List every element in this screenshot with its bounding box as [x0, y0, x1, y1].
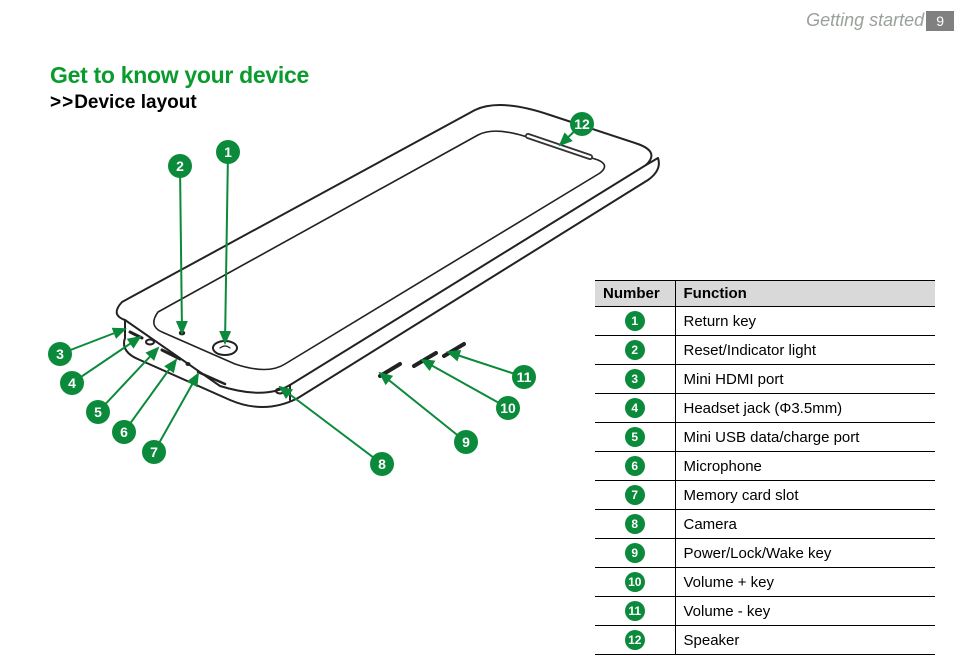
legend-number-cell: 10: [595, 568, 675, 597]
section-label: Getting started: [806, 10, 924, 31]
table-row: 12 Speaker: [595, 626, 935, 655]
legend-number-cell: 11: [595, 597, 675, 626]
callout-marker-1: 1: [216, 140, 240, 164]
page-number: 9: [926, 11, 954, 31]
page-header: Getting started 9: [806, 10, 954, 31]
legend-function-cell: Headset jack (Φ3.5mm): [675, 394, 935, 423]
callout-marker-5: 5: [86, 400, 110, 424]
callout-marker-4: 4: [60, 371, 84, 395]
callout-marker-7: 7: [142, 440, 166, 464]
legend-function-cell: Volume - key: [675, 597, 935, 626]
legend-function-cell: Return key: [675, 307, 935, 336]
callout-lines-svg: [30, 80, 660, 530]
callout-marker-3: 3: [48, 342, 72, 366]
legend-function-cell: Mini USB data/charge port: [675, 423, 935, 452]
callout-marker-2: 2: [168, 154, 192, 178]
legend-function-cell: Power/Lock/Wake key: [675, 539, 935, 568]
legend-marker-badge: 10: [625, 572, 645, 592]
legend-number-cell: 9: [595, 539, 675, 568]
legend-marker-badge: 11: [625, 601, 645, 621]
legend-marker-badge: 12: [625, 630, 645, 650]
table-row: 11 Volume - key: [595, 597, 935, 626]
legend-function-cell: Camera: [675, 510, 935, 539]
legend-marker-badge: 9: [625, 543, 645, 563]
callout-marker-8: 8: [370, 452, 394, 476]
callout-marker-12: 12: [570, 112, 594, 136]
callout-marker-9: 9: [454, 430, 478, 454]
callout-marker-10: 10: [496, 396, 520, 420]
legend-number-cell: 12: [595, 626, 675, 655]
legend-function-cell: Volume + key: [675, 568, 935, 597]
callout-marker-6: 6: [112, 420, 136, 444]
legend-function-cell: Reset/Indicator light: [675, 336, 935, 365]
device-diagram: 123456789101112: [30, 80, 660, 530]
legend-function-cell: Memory card slot: [675, 481, 935, 510]
callout-marker-11: 11: [512, 365, 536, 389]
table-row: 9 Power/Lock/Wake key: [595, 539, 935, 568]
col-function: Function: [675, 281, 935, 307]
legend-function-cell: Mini HDMI port: [675, 365, 935, 394]
legend-function-cell: Speaker: [675, 626, 935, 655]
legend-function-cell: Microphone: [675, 452, 935, 481]
table-row: 10 Volume + key: [595, 568, 935, 597]
